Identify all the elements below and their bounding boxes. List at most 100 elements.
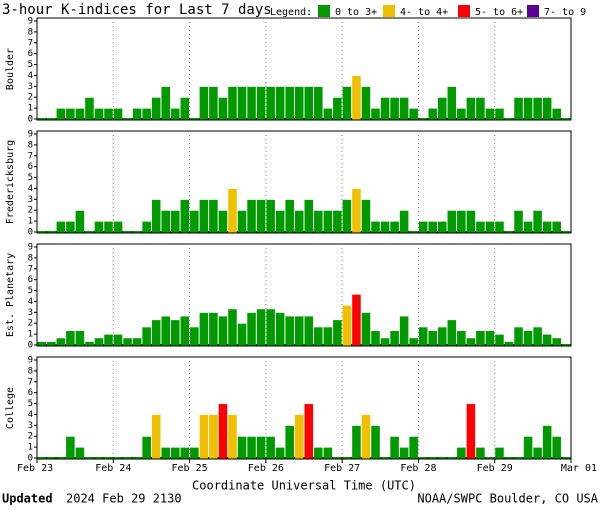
bar [504,118,514,120]
bar [523,221,533,233]
panel-label: Fredericksburg [5,140,16,224]
bar [180,447,190,459]
bar [37,231,47,233]
bar [561,344,571,346]
bar [399,447,409,459]
bar [75,210,85,233]
bar [285,86,294,120]
bar [256,199,266,233]
x-tick-label: Feb 27 [324,463,360,474]
bar [237,86,247,120]
bar [142,327,151,346]
bar [504,231,514,233]
bar [151,414,161,459]
bar [485,331,495,346]
bar [380,97,390,120]
bar [56,108,66,120]
bar [75,447,85,459]
x-tick-label: Feb 29 [477,463,513,474]
y-tick-label: 7 [28,377,33,387]
bar [399,316,409,346]
bar [275,210,285,233]
bar [113,457,123,459]
bar [495,221,504,233]
y-tick-label: 6 [28,275,33,285]
bar [352,425,361,459]
bar [294,316,304,346]
y-tick-label: 6 [28,49,33,59]
bar [552,221,561,233]
bar [75,108,85,120]
bar [171,108,180,120]
bar [209,414,218,459]
bar [123,338,132,346]
bar [142,436,151,459]
bar [237,210,247,233]
bar [113,334,123,346]
bar [190,447,199,459]
x-tick-label: Feb 23 [17,463,53,474]
legend-swatch [318,5,330,17]
y-tick-label: 8 [28,140,33,150]
y-tick-label: 0 [28,228,33,238]
y-tick-label: 2 [28,432,33,442]
bar [561,118,571,120]
bar [123,231,132,233]
x-tick-label: Feb 24 [95,463,131,474]
bar [447,457,457,459]
panel-label: College [5,387,16,429]
y-tick-label: 7 [28,38,33,48]
bar [542,97,552,120]
chart-title: 3-hour K-indices for Last 7 days [2,2,272,18]
bar [37,341,47,346]
bar [285,425,294,459]
bar [418,118,428,120]
bar [218,210,228,233]
y-tick-label: 9 [28,17,33,27]
y-tick-label: 8 [28,27,33,37]
bar [94,338,104,346]
y-tick-label: 8 [28,366,33,376]
bar [56,457,66,459]
legend-label: 7- to 9 [544,7,586,18]
bar [294,86,304,120]
bar [352,75,361,120]
legend-label: 0 to 3+ [335,7,377,18]
bar [504,341,514,346]
bar [542,221,552,233]
bar [256,86,266,120]
y-tick-label: 4 [28,297,33,307]
bar [552,338,561,346]
y-tick-label: 5 [28,399,33,409]
bar [457,108,466,120]
bar [380,338,390,346]
bar [161,210,170,233]
bar [104,457,113,459]
credit: NOAA/SWPC Boulder, CO USA [417,492,598,506]
bar [409,338,418,346]
bar [495,108,504,120]
bar [323,447,333,459]
y-tick-label: 4 [28,71,33,81]
bar [361,414,371,459]
bar [390,97,399,120]
bar [180,97,190,120]
bar [466,210,476,233]
bar [428,457,437,459]
bar [228,188,237,233]
legend-swatch [458,5,470,17]
bar [476,331,485,346]
bar [342,86,352,120]
y-tick-label: 2 [28,93,33,103]
bar [294,210,304,233]
y-tick-label: 7 [28,151,33,161]
bar [380,221,390,233]
bar [199,86,209,120]
legend-swatch [383,5,395,17]
bar [399,210,409,233]
bar [495,334,504,346]
bar [218,97,228,120]
bar [390,436,399,459]
bar [247,312,256,346]
